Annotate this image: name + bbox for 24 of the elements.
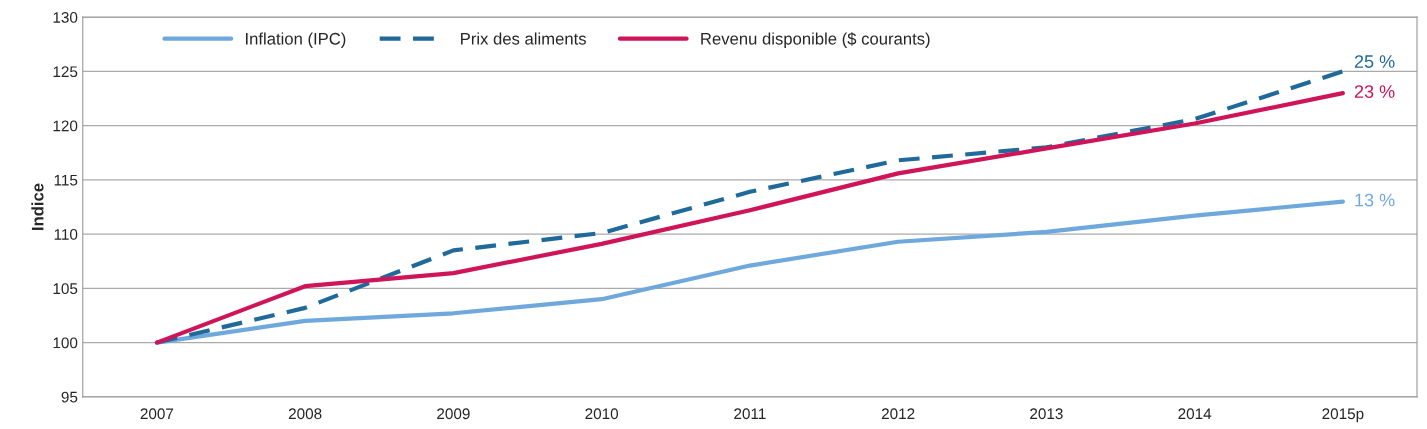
x-tick-label: 2007 (140, 408, 174, 420)
legend-label: Prix des aliments (461, 32, 586, 45)
x-tick-label: 2015p (1322, 408, 1364, 423)
x-tick-label: 2011 (734, 408, 766, 420)
y-tick-label: 100 (53, 337, 78, 349)
annotation: 23 % (1354, 85, 1395, 98)
y-tick-label: 105 (53, 283, 78, 295)
legend-label: Inflation (IPC) (246, 32, 346, 48)
y-tick-label: 110 (54, 228, 78, 240)
x-tick-label: 2010 (585, 408, 619, 420)
y-tick-label: 130 (53, 12, 78, 23)
x-tick-label: 2008 (288, 408, 322, 420)
x-tick-label: 2009 (437, 408, 470, 420)
y-axis-title: Indice (31, 183, 44, 230)
x-tick-label: 2014 (1178, 408, 1212, 420)
y-tick-label: 95 (61, 391, 78, 403)
y-tick-label: 115 (54, 174, 78, 186)
annotation: 25 % (1354, 55, 1395, 68)
y-tick-label: 125 (53, 66, 78, 78)
annotation: 13 % (1355, 193, 1395, 207)
y-tick-label: 120 (53, 120, 78, 132)
x-tick-label: 2012 (881, 408, 915, 420)
legend-label: Revenu disponible ($ courants) (701, 32, 930, 48)
x-tick-label: 2013 (1030, 408, 1063, 420)
